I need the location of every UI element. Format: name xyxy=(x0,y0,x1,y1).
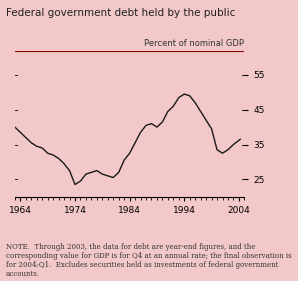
Text: NOTE.  Through 2003, the data for debt are year-end figures, and the correspondi: NOTE. Through 2003, the data for debt ar… xyxy=(6,243,291,278)
Text: Percent of nominal GDP: Percent of nominal GDP xyxy=(144,39,244,48)
Text: Federal government debt held by the public: Federal government debt held by the publ… xyxy=(6,8,235,19)
